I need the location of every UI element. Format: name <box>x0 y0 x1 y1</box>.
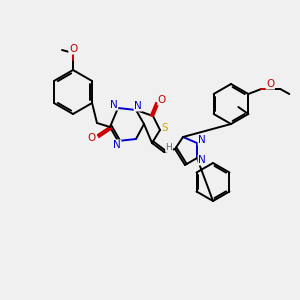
Text: N: N <box>198 155 206 165</box>
Text: N: N <box>113 140 121 150</box>
Text: N: N <box>110 100 118 110</box>
Text: O: O <box>158 95 166 105</box>
Text: N: N <box>198 135 206 145</box>
Text: O: O <box>87 133 95 143</box>
Text: O: O <box>69 44 77 54</box>
Text: H: H <box>166 142 172 152</box>
Text: S: S <box>162 123 168 133</box>
Text: O: O <box>266 79 275 89</box>
Text: N: N <box>134 101 142 111</box>
